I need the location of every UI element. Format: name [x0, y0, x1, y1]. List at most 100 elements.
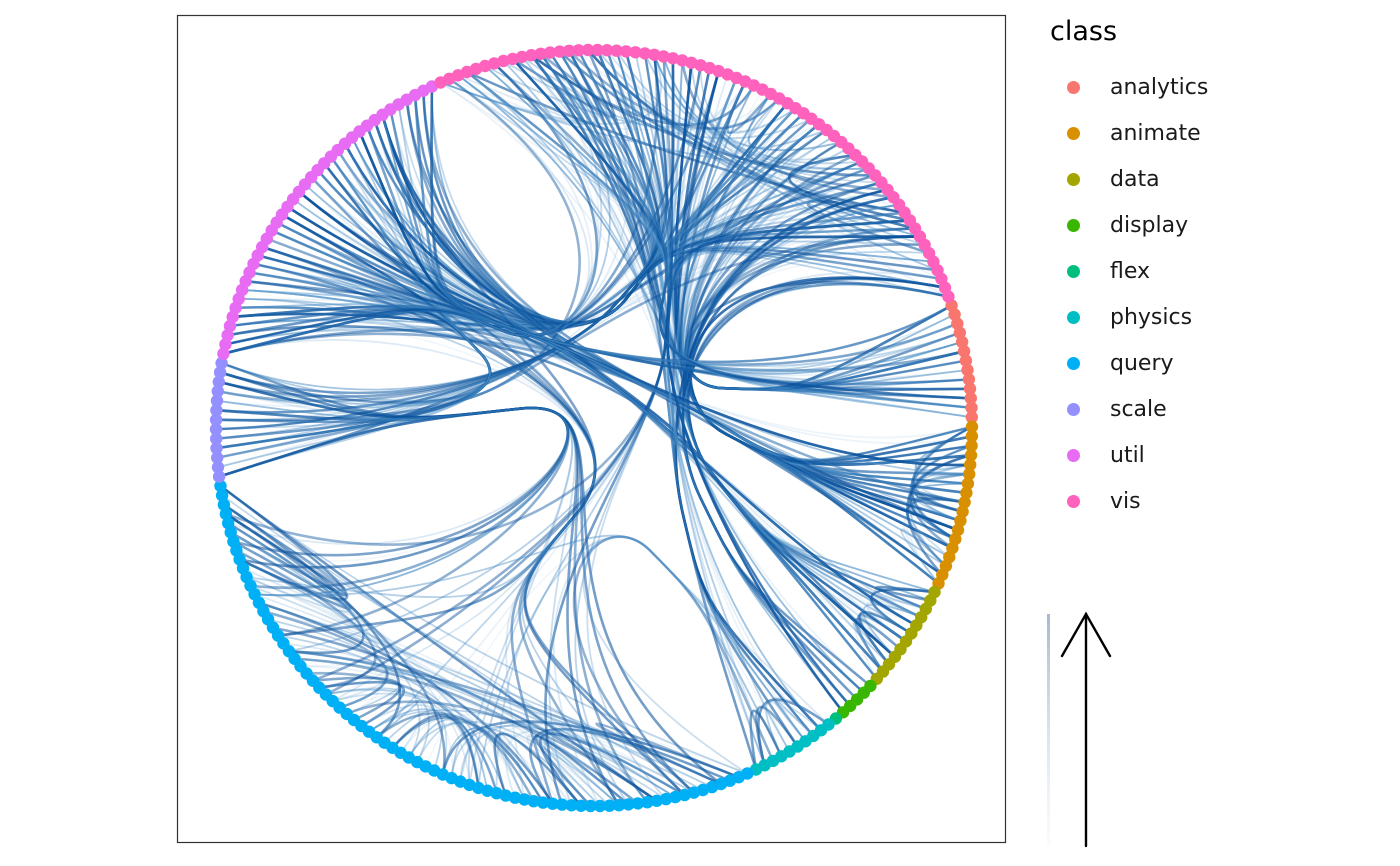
- node-analytics: [961, 363, 974, 377]
- legend-item-query: query: [1050, 340, 1380, 386]
- edge: [544, 728, 731, 807]
- edge: [218, 380, 722, 786]
- node-vis: [534, 47, 547, 60]
- edge: [337, 149, 953, 549]
- edge: [339, 693, 423, 754]
- edge: [440, 81, 869, 170]
- edge: [232, 305, 917, 627]
- up-arrow-icon: [1060, 611, 1112, 848]
- edge: [653, 54, 842, 151]
- node-query: [659, 792, 673, 806]
- edge: [662, 56, 863, 165]
- node-animate: [965, 430, 979, 443]
- edge: [300, 665, 629, 806]
- edge: [674, 70, 967, 391]
- edge: [521, 56, 971, 400]
- edge: [217, 203, 900, 459]
- edge: [787, 153, 911, 222]
- edge: [910, 425, 973, 541]
- node-vis: [638, 47, 652, 60]
- edge: [857, 613, 907, 666]
- legend-key: [1067, 126, 1080, 140]
- legend-label: flex: [1110, 258, 1151, 284]
- node-animate: [960, 486, 973, 500]
- legend-key: [1067, 310, 1080, 324]
- edge: [858, 614, 902, 658]
- legend-label: query: [1110, 350, 1174, 376]
- edge: [238, 298, 649, 803]
- edge: [230, 531, 454, 779]
- edge: [366, 125, 912, 635]
- edge: [643, 53, 852, 707]
- edge: [529, 727, 731, 805]
- edge: [223, 339, 596, 800]
- edge: [225, 307, 972, 410]
- edge: [337, 149, 958, 366]
- node-vis: [648, 48, 661, 61]
- edge-bundles: [215, 49, 973, 807]
- edge: [666, 219, 910, 714]
- node-animate: [965, 439, 978, 452]
- edge: [323, 162, 953, 364]
- edge: [424, 535, 766, 767]
- edge: [235, 227, 916, 337]
- edge: [246, 576, 695, 794]
- edge: [776, 123, 921, 238]
- edge: [223, 503, 346, 590]
- edge: [672, 77, 766, 766]
- edge: [644, 53, 869, 170]
- node-vis: [610, 44, 623, 57]
- edge: [375, 712, 545, 804]
- node-vis: [506, 52, 519, 66]
- edge: [875, 585, 935, 602]
- edge: [862, 603, 922, 658]
- legend-item-scale: scale: [1050, 386, 1380, 432]
- edge: [572, 535, 775, 796]
- edge: [239, 558, 507, 796]
- edge: [267, 618, 389, 709]
- edge: [254, 593, 686, 796]
- node-analytics: [965, 411, 978, 424]
- node-animate: [964, 458, 977, 471]
- node-vis: [543, 46, 557, 59]
- edge: [232, 540, 350, 608]
- edge: [684, 235, 953, 391]
- edge: [294, 657, 639, 805]
- node-scale: [209, 413, 223, 426]
- edge: [772, 697, 814, 742]
- edge: [552, 535, 830, 807]
- node-scale: [211, 451, 224, 464]
- node-animate: [963, 467, 976, 481]
- edge: [587, 49, 921, 238]
- node-query: [574, 799, 588, 812]
- node-query: [546, 797, 559, 810]
- legend-key: [1067, 80, 1080, 94]
- node-animate: [958, 496, 971, 509]
- node-query: [527, 795, 540, 808]
- edge: [219, 485, 748, 775]
- edge: [408, 720, 620, 806]
- edge: [502, 60, 844, 713]
- node-analytics: [964, 392, 977, 405]
- edge: [653, 54, 869, 170]
- node-vis: [942, 290, 955, 303]
- edge: [306, 671, 498, 794]
- edge: [526, 735, 620, 806]
- node-analytics: [965, 401, 978, 414]
- edge: [227, 522, 365, 655]
- edge: [747, 93, 856, 161]
- edge: [258, 601, 722, 785]
- node-analytics: [959, 354, 973, 367]
- edge: [381, 114, 922, 619]
- edge: [769, 696, 830, 752]
- edge: [859, 608, 917, 665]
- node-query: [603, 799, 616, 812]
- edge: [587, 49, 916, 230]
- edge: [440, 81, 747, 131]
- legend-key: [1067, 448, 1080, 462]
- edge: [414, 95, 972, 409]
- edge: [283, 642, 389, 702]
- edge: [544, 102, 789, 806]
- edge: [223, 310, 890, 665]
- edge: [325, 687, 430, 763]
